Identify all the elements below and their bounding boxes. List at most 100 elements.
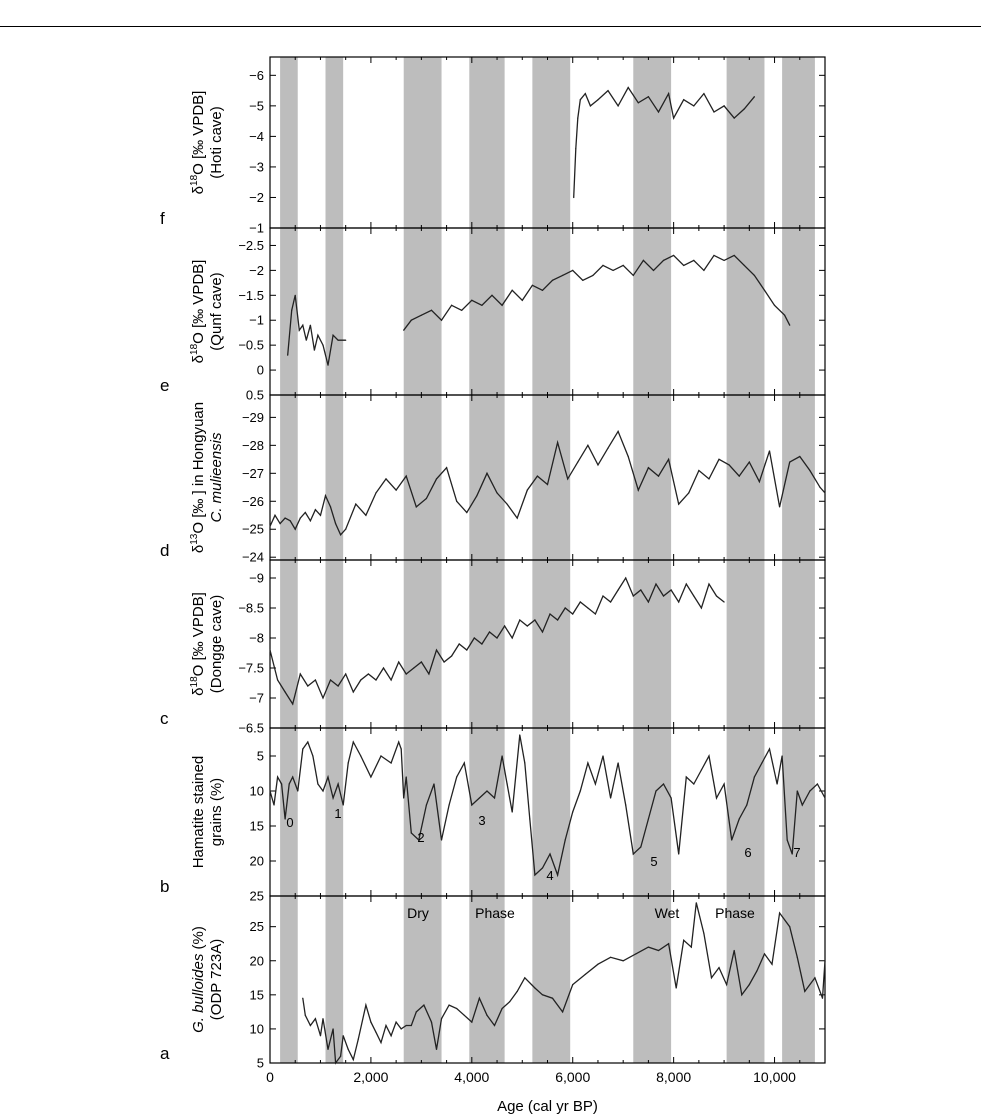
y-tick-label: −0.5 [238,338,264,353]
y-tick-label: −5 [249,98,264,113]
data-point [685,776,687,778]
data-point [435,1048,438,1050]
phase-label-2: Wet [655,905,680,921]
data-point [491,294,493,296]
y-tick-label: 10 [250,784,264,799]
data-point [667,943,670,945]
data-point [715,595,718,597]
data-point [302,997,304,999]
y-axis-label-line-2: C. mulieensis [208,432,225,523]
data-point [655,790,657,792]
data-point [516,990,518,993]
data-point [284,818,286,820]
data-point [632,595,634,597]
data-point [332,1028,334,1030]
data-point [511,289,513,291]
series-line-e-1 [403,254,791,331]
data-point [708,583,710,585]
data-point [776,783,778,785]
data-point [501,304,503,306]
data-point [625,577,627,579]
x-axis-label: Age (cal yr BP) [497,1098,598,1115]
data-point [577,461,579,463]
data-point [784,314,786,316]
data-point [541,994,544,996]
data-point [573,196,575,199]
data-point [625,804,627,806]
data-point [617,105,619,107]
data-point [481,304,483,306]
y-tick-label: −26 [242,494,264,509]
data-point [748,984,750,986]
data-point [519,619,521,621]
data-point [340,534,342,536]
interval-number-5: 5 [650,854,657,869]
phase-label-0: Dry [407,905,429,921]
data-point [519,734,521,736]
data-point [809,790,811,792]
data-point [471,299,473,301]
data-point [791,853,793,855]
data-point [428,673,430,675]
data-point [541,631,544,633]
data-point [342,1035,344,1037]
data-point [622,264,624,266]
series-line-b-0 [269,734,826,878]
data-point [683,939,685,941]
data-point [314,1018,317,1020]
data-point [269,525,271,528]
data-point [440,1018,443,1020]
data-point [738,818,740,820]
data-point [632,274,634,276]
data-point [471,1021,473,1023]
data-point [405,1024,407,1027]
data-point [819,486,821,488]
y-tick-label: −3 [249,159,264,174]
data-point [564,607,566,609]
y-tick-label: −1 [249,313,264,328]
data-point [405,673,407,675]
data-point [329,679,332,681]
data-point [657,949,660,952]
data-point [322,1018,324,1020]
y-tick-label: 0.5 [246,388,264,403]
data-point [637,489,639,491]
data-point [309,520,311,522]
data-point [486,1014,488,1016]
data-point [273,804,275,806]
data-point [602,264,604,266]
data-point [496,637,498,639]
interval-number-6: 6 [744,845,751,860]
data-point [380,755,382,757]
data-point [486,790,488,792]
data-point [435,478,438,480]
panel-letter-e: e [160,376,169,395]
data-point [781,755,783,757]
data-point [652,269,655,271]
data-point [715,797,718,799]
data-point [801,804,803,806]
data-point [375,679,377,681]
data-point [418,839,420,841]
data-point [700,769,702,771]
panel-letter-f: f [160,209,165,228]
data-point [342,804,344,806]
data-point [726,984,728,986]
data-point [312,755,314,757]
y-axis-label-line-1: δ18O [‰ VPDB] [189,91,207,195]
data-point [385,1024,387,1027]
data-point [607,447,609,449]
data-point [758,481,761,483]
data-point [786,839,788,841]
data-point [403,797,405,799]
data-point [279,523,281,525]
data-point [405,776,407,778]
data-point [410,832,412,834]
data-point [314,509,317,511]
y-tick-label: 25 [250,919,264,934]
data-point [289,520,291,522]
annotations: Dry Phase Wet Phase [407,905,755,921]
data-point [594,613,597,615]
data-point [743,264,745,266]
y-tick-label: 10 [250,1021,264,1036]
